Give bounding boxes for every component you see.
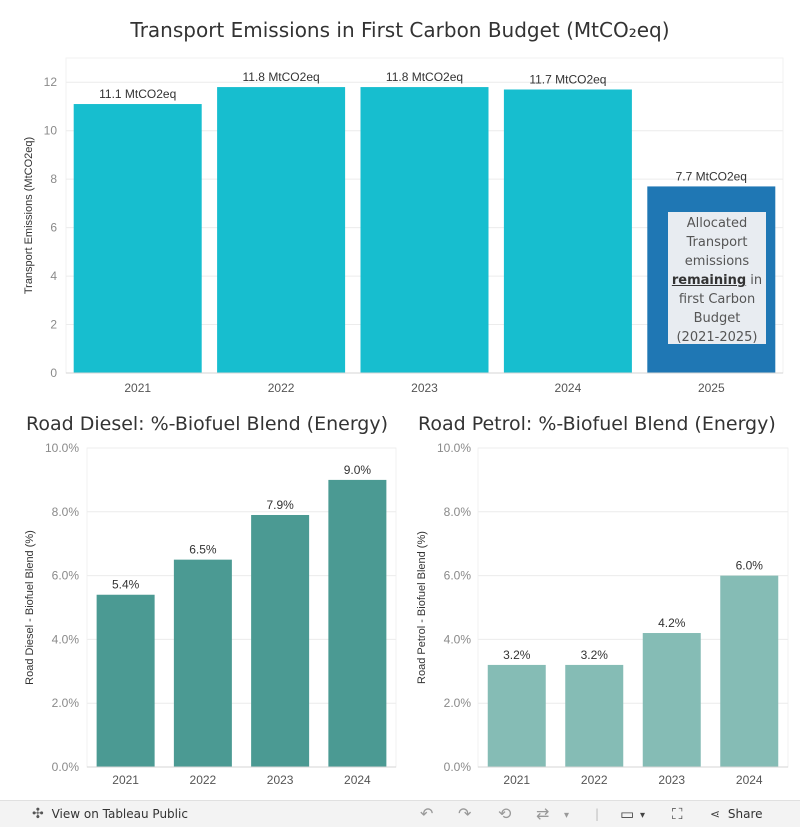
device-dropdown-chevron-icon[interactable]: ▾ xyxy=(640,810,646,821)
toolbar-divider: | xyxy=(595,807,600,821)
diesel-data-label: 9.0% xyxy=(344,463,372,477)
petrol-ytick-label: 0.0% xyxy=(444,760,472,774)
annotation-line: Allocated xyxy=(686,216,748,231)
annotation-line: Budget xyxy=(693,311,741,326)
charts-canvas: 0 2 4 6 8 10 12 Transport Emissions (MtCO2eq) 11… xyxy=(23,57,789,787)
diesel-xtick-label: 2022 xyxy=(190,773,217,787)
emissions-xtick-label: 2024 xyxy=(555,381,582,395)
emissions-bar xyxy=(503,89,632,373)
emissions-data-label: 7.7 MtCO2eq xyxy=(676,169,747,183)
diesel-ytick-label: 0.0% xyxy=(52,760,80,774)
petrol-xtick-label: 2024 xyxy=(736,773,763,787)
emissions-ytick-label: 6 xyxy=(50,221,57,235)
tableau-toolbar: ✣ View on Tableau Public ↶ ↷ ⟲ ⇄ ▾ | ▭ ▾… xyxy=(0,800,800,827)
petrol-bar xyxy=(487,664,546,767)
diesel-bar xyxy=(251,514,310,767)
emissions-ytick-label: 10 xyxy=(44,124,58,138)
petrol-data-label: 6.0% xyxy=(736,559,764,573)
emissions-xtick-label: 2025 xyxy=(698,381,725,395)
diesel-xtick-label: 2024 xyxy=(344,773,371,787)
diesel-bar xyxy=(328,479,387,767)
petrol-ytick-label: 10.0% xyxy=(437,441,471,455)
diesel-ytick-label: 8.0% xyxy=(52,505,80,519)
diesel-xtick-label: 2021 xyxy=(112,773,139,787)
emissions-ytick-label: 0 xyxy=(50,366,57,380)
diesel-ytick-label: 6.0% xyxy=(52,569,80,583)
annotation-line: Transport xyxy=(686,235,748,250)
petrol-xtick-label: 2022 xyxy=(581,773,608,787)
petrol-bar xyxy=(720,575,779,767)
diesel-ytick-label: 10.0% xyxy=(45,441,79,455)
emissions-bar xyxy=(360,87,489,374)
share-label: Share xyxy=(727,807,763,821)
chart-title-emissions: Transport Emissions in First Carbon Budg… xyxy=(130,18,670,42)
diesel-bar xyxy=(173,559,232,767)
diesel-y-axis-title: Road Diesel - Biofuel Blend (%) xyxy=(24,530,36,685)
emissions-ytick-label: 8 xyxy=(50,172,57,186)
petrol-data-label: 3.2% xyxy=(581,648,609,662)
remaining-budget-annotation: Allocated Transport emissions remaining … xyxy=(668,212,766,345)
emissions-y-axis-title: Transport Emissions (MtCO2eq) xyxy=(23,137,35,294)
annotation-line: emissions xyxy=(684,254,750,269)
device-preview-icon[interactable]: ▭ xyxy=(620,805,635,823)
undo-icon[interactable]: ↶ xyxy=(420,804,434,823)
diesel-data-label: 5.4% xyxy=(112,578,140,592)
diesel-bar xyxy=(96,594,155,767)
petrol-bar xyxy=(565,664,624,767)
diesel-data-label: 7.9% xyxy=(266,498,294,512)
tableau-logo-icon: ✣ xyxy=(32,806,44,822)
emissions-data-label: 11.7 MtCO2eq xyxy=(529,73,606,87)
share-button[interactable]: ⋖ Share xyxy=(710,805,763,823)
emissions-bar xyxy=(73,104,202,374)
annotation-line: first Carbon xyxy=(678,292,756,307)
share-icon: ⋖ xyxy=(710,807,721,821)
annotation-line-rest: in xyxy=(746,273,763,288)
petrol-y-axis-title: Road Petrol - Biofuel Blend (%) xyxy=(416,531,428,684)
diesel-xtick-label: 2023 xyxy=(267,773,294,787)
annotation-emphasis: remaining xyxy=(671,273,747,288)
emissions-data-label: 11.8 MtCO2eq xyxy=(386,70,463,84)
view-on-tableau-button[interactable]: ✣ View on Tableau Public xyxy=(32,805,188,823)
fullscreen-icon[interactable]: ⛶ xyxy=(672,805,683,823)
emissions-xtick-label: 2023 xyxy=(411,381,438,395)
petrol-xtick-label: 2021 xyxy=(503,773,530,787)
redo-icon[interactable]: ↷ xyxy=(458,804,472,823)
petrol-data-label: 4.2% xyxy=(658,616,686,630)
chart-title-petrol: Road Petrol: %-Biofuel Blend (Energy) xyxy=(418,413,776,435)
petrol-bar xyxy=(642,633,701,767)
petrol-ytick-label: 2.0% xyxy=(444,696,472,710)
refresh-icon[interactable]: ⇄ xyxy=(536,804,550,823)
view-on-tableau-label: View on Tableau Public xyxy=(51,807,188,821)
annotation-line: remaining in xyxy=(668,271,766,290)
petrol-ytick-label: 8.0% xyxy=(444,505,472,519)
revert-icon[interactable]: ⟲ xyxy=(498,804,512,823)
emissions-ytick-label: 12 xyxy=(44,75,58,89)
diesel-data-label: 6.5% xyxy=(189,543,217,557)
emissions-xtick-label: 2022 xyxy=(268,381,295,395)
emissions-bar xyxy=(217,87,346,374)
diesel-ytick-label: 4.0% xyxy=(52,632,80,646)
emissions-data-label: 11.1 MtCO2eq xyxy=(99,87,176,101)
emissions-data-label: 11.8 MtCO2eq xyxy=(243,70,320,84)
petrol-data-label: 3.2% xyxy=(503,648,531,662)
emissions-xtick-label: 2021 xyxy=(124,381,151,395)
chart-title-diesel: Road Diesel: %-Biofuel Blend (Energy) xyxy=(26,413,389,435)
emissions-ytick-label: 2 xyxy=(50,318,57,332)
petrol-ytick-label: 4.0% xyxy=(444,632,472,646)
refresh-dropdown-chevron-icon[interactable]: ▾ xyxy=(564,810,570,821)
diesel-ytick-label: 2.0% xyxy=(52,696,80,710)
annotation-line: (2021-2025) xyxy=(676,330,758,345)
petrol-ytick-label: 6.0% xyxy=(444,569,472,583)
petrol-xtick-label: 2023 xyxy=(658,773,685,787)
emissions-ytick-label: 4 xyxy=(50,269,57,283)
